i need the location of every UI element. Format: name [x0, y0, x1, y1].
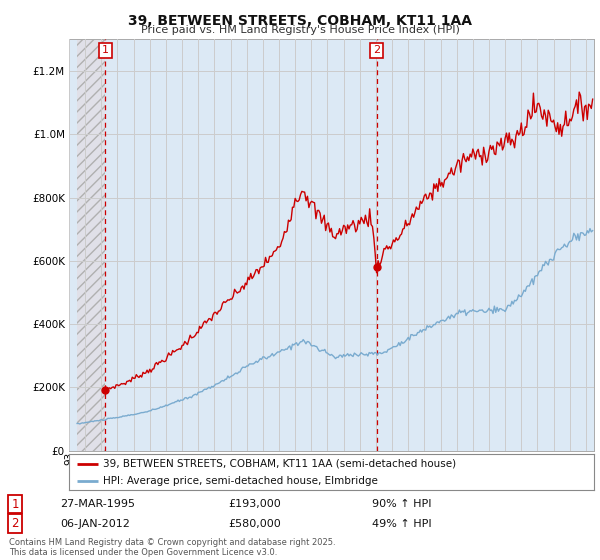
Text: 1: 1	[11, 497, 19, 511]
Text: 2: 2	[373, 45, 380, 55]
Text: £193,000: £193,000	[228, 499, 281, 509]
Text: 06-JAN-2012: 06-JAN-2012	[60, 519, 130, 529]
Text: 39, BETWEEN STREETS, COBHAM, KT11 1AA: 39, BETWEEN STREETS, COBHAM, KT11 1AA	[128, 14, 472, 28]
Text: £580,000: £580,000	[228, 519, 281, 529]
Text: 90% ↑ HPI: 90% ↑ HPI	[372, 499, 431, 509]
Bar	[77, 39, 106, 451]
Text: 49% ↑ HPI: 49% ↑ HPI	[372, 519, 431, 529]
Text: HPI: Average price, semi-detached house, Elmbridge: HPI: Average price, semi-detached house,…	[103, 476, 378, 486]
Text: Price paid vs. HM Land Registry's House Price Index (HPI): Price paid vs. HM Land Registry's House …	[140, 25, 460, 35]
Text: Contains HM Land Registry data © Crown copyright and database right 2025.
This d: Contains HM Land Registry data © Crown c…	[9, 538, 335, 557]
Text: 27-MAR-1995: 27-MAR-1995	[60, 499, 135, 509]
Text: 2: 2	[11, 517, 19, 530]
Text: 39, BETWEEN STREETS, COBHAM, KT11 1AA (semi-detached house): 39, BETWEEN STREETS, COBHAM, KT11 1AA (s…	[103, 459, 456, 469]
Text: 1: 1	[102, 45, 109, 55]
